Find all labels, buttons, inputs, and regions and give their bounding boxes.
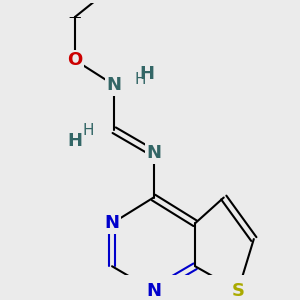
Text: H: H <box>134 72 146 87</box>
Text: H: H <box>83 123 94 138</box>
Text: N: N <box>146 282 161 300</box>
Text: H: H <box>67 132 82 150</box>
Text: —: — <box>69 11 81 24</box>
Text: O: O <box>67 51 83 69</box>
Text: S: S <box>232 282 244 300</box>
Text: N: N <box>105 214 120 232</box>
Text: N: N <box>146 144 161 162</box>
Text: H: H <box>139 65 154 83</box>
Text: N: N <box>107 76 122 94</box>
